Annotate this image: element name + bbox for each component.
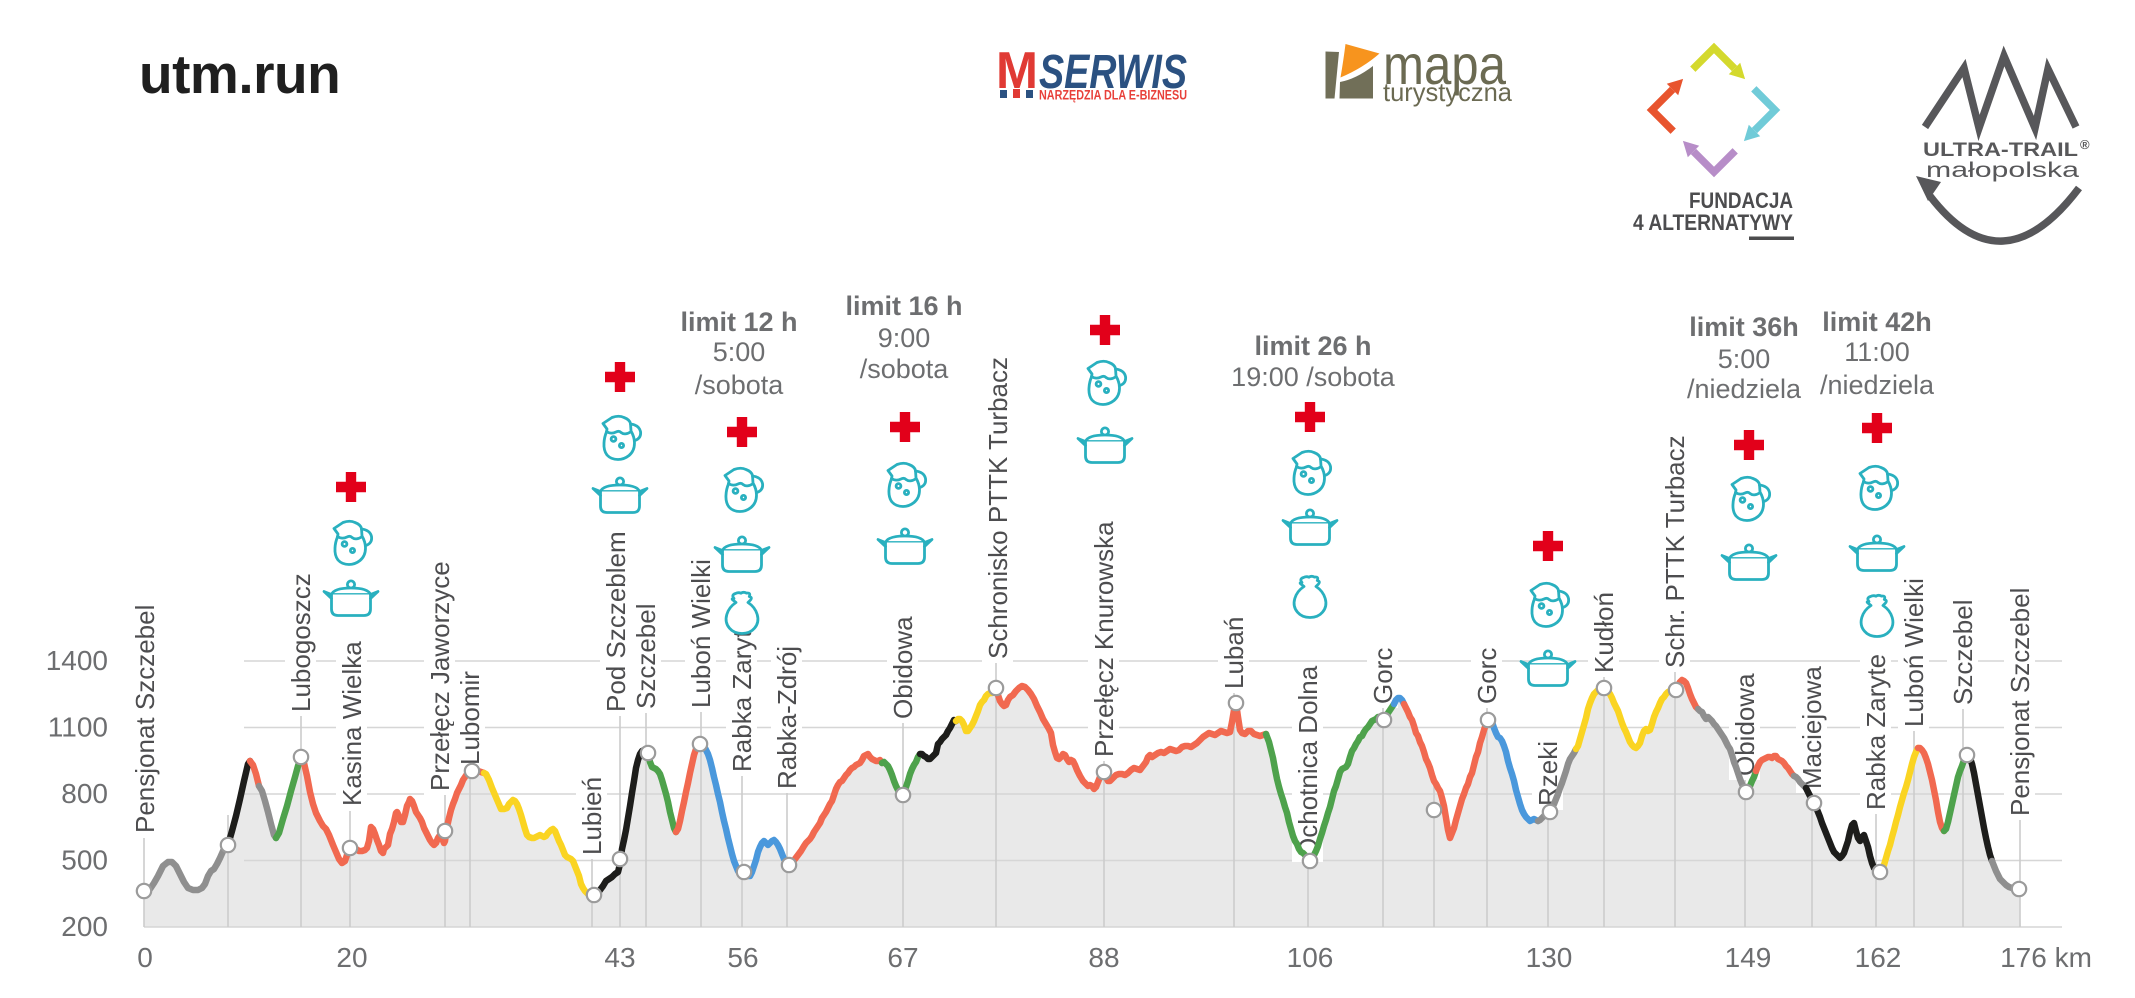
svg-text:9:00: 9:00	[878, 323, 931, 353]
svg-text:/niedziela: /niedziela	[1687, 374, 1802, 404]
svg-text:88: 88	[1088, 942, 1119, 973]
svg-text:Szczebel: Szczebel	[631, 604, 661, 710]
svg-text:Lubomir: Lubomir	[455, 671, 485, 765]
svg-text:5:00: 5:00	[1718, 344, 1771, 374]
svg-text:ULTRA-TRAIL: ULTRA-TRAIL	[1923, 139, 2078, 161]
svg-text:5:00: 5:00	[713, 337, 766, 367]
svg-text:/sobota: /sobota	[695, 370, 785, 400]
svg-text:19:00 /sobota: 19:00 /sobota	[1231, 362, 1396, 392]
svg-text:małopolska: małopolska	[1926, 159, 2079, 182]
svg-text:Luboń Wielki: Luboń Wielki	[1899, 578, 1929, 727]
svg-text:162: 162	[1855, 942, 1902, 973]
svg-text:43: 43	[604, 942, 635, 973]
svg-text:FUNDACJA: FUNDACJA	[1689, 188, 1793, 213]
svg-text:limit 42h: limit 42h	[1822, 307, 1932, 337]
svg-text:Gorc: Gorc	[1472, 648, 1502, 704]
svg-text:106: 106	[1287, 942, 1334, 973]
svg-text:Przełęcz Jaworzyce: Przełęcz Jaworzyce	[425, 561, 455, 791]
svg-text:Luboń Wielki: Luboń Wielki	[686, 559, 716, 708]
svg-text:130: 130	[1526, 942, 1573, 973]
svg-text:176 km: 176 km	[2000, 942, 2092, 973]
svg-text:Lubań: Lubań	[1219, 617, 1249, 689]
svg-text:500: 500	[61, 845, 108, 876]
svg-text:20: 20	[336, 942, 367, 973]
svg-text:utm.run: utm.run	[139, 43, 340, 105]
svg-text:/niedziela: /niedziela	[1820, 370, 1935, 400]
svg-text:limit 16 h: limit 16 h	[845, 291, 962, 321]
svg-text:Lubogoszcz: Lubogoszcz	[286, 573, 316, 712]
svg-text:11:00: 11:00	[1844, 337, 1910, 367]
svg-text:Maciejowa: Maciejowa	[1797, 666, 1827, 789]
svg-text:limit 36h: limit 36h	[1689, 312, 1799, 342]
svg-text:1100: 1100	[48, 712, 108, 743]
svg-text:Rabka-Zdrój: Rabka-Zdrój	[772, 646, 802, 789]
svg-text:Gorc: Gorc	[1368, 648, 1398, 704]
svg-text:/sobota: /sobota	[860, 354, 950, 384]
svg-text:®: ®	[2080, 137, 2090, 152]
svg-text:limit 12 h: limit 12 h	[680, 307, 797, 337]
svg-text:Pensjonat Szczebel: Pensjonat Szczebel	[2005, 588, 2035, 816]
svg-text:NARZĘDZIA DLA E-BIZNESU: NARZĘDZIA DLA E-BIZNESU	[1039, 88, 1187, 103]
svg-text:Przełęcz Knurowska: Przełęcz Knurowska	[1089, 521, 1119, 757]
svg-text:200: 200	[61, 911, 108, 942]
svg-text:56: 56	[727, 942, 758, 973]
svg-text:Kudłoń: Kudłoń	[1589, 592, 1619, 673]
svg-text:Szczebel: Szczebel	[1948, 600, 1978, 706]
svg-text:Lubień: Lubień	[577, 777, 607, 855]
svg-text:mapa: mapa	[1383, 33, 1507, 96]
svg-text:67: 67	[887, 942, 918, 973]
svg-text:800: 800	[61, 778, 108, 809]
svg-text:Ochotnica Dolna: Ochotnica Dolna	[1293, 665, 1323, 858]
svg-text:Kasina Wielka: Kasina Wielka	[337, 641, 367, 806]
svg-text:SERWIS: SERWIS	[1039, 46, 1187, 99]
svg-text:Rabka Zaryte: Rabka Zaryte	[727, 616, 757, 772]
svg-text:Rabka Zaryte: Rabka Zaryte	[1861, 654, 1891, 810]
svg-text:4 ALTERNATYWY: 4 ALTERNATYWY	[1633, 210, 1793, 235]
svg-text:limit 26 h: limit 26 h	[1254, 331, 1371, 361]
svg-text:1400: 1400	[46, 645, 108, 676]
svg-text:Obidowa: Obidowa	[888, 616, 918, 719]
svg-text:Pod Szczeblem: Pod Szczeblem	[601, 531, 631, 712]
svg-text:Schronisko PTTK Turbacz: Schronisko PTTK Turbacz	[983, 357, 1013, 659]
svg-text:Pensjonat Szczebel: Pensjonat Szczebel	[130, 605, 160, 833]
svg-text:149: 149	[1725, 942, 1772, 973]
svg-text:0: 0	[137, 942, 153, 973]
svg-text:turystyczna: turystyczna	[1383, 77, 1513, 107]
svg-text:Schr. PTTK Turbacz: Schr. PTTK Turbacz	[1660, 435, 1690, 668]
